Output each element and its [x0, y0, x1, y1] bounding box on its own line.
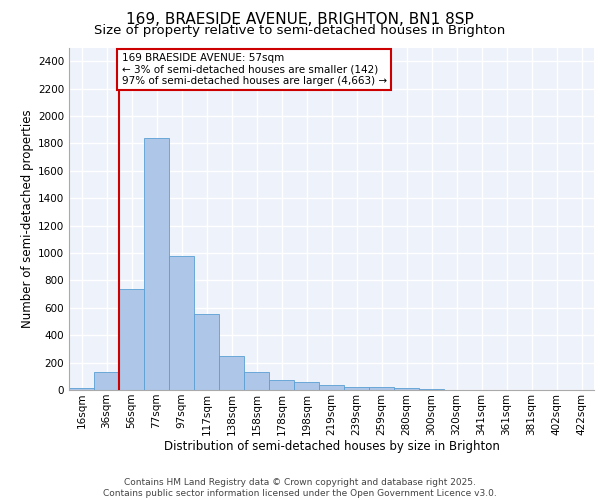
Y-axis label: Number of semi-detached properties: Number of semi-detached properties	[21, 110, 34, 328]
Text: Contains HM Land Registry data © Crown copyright and database right 2025.
Contai: Contains HM Land Registry data © Crown c…	[103, 478, 497, 498]
Bar	[69, 388, 94, 390]
Bar	[394, 388, 419, 390]
Text: 169 BRAESIDE AVENUE: 57sqm
← 3% of semi-detached houses are smaller (142)
97% of: 169 BRAESIDE AVENUE: 57sqm ← 3% of semi-…	[121, 53, 386, 86]
Text: 169, BRAESIDE AVENUE, BRIGHTON, BN1 8SP: 169, BRAESIDE AVENUE, BRIGHTON, BN1 8SP	[126, 12, 474, 28]
Bar	[369, 388, 394, 390]
Bar	[119, 290, 144, 390]
Bar	[319, 385, 344, 390]
Bar	[344, 386, 369, 390]
Bar	[169, 256, 194, 390]
Bar	[294, 382, 319, 390]
Bar	[144, 138, 169, 390]
Bar	[94, 372, 119, 390]
Bar	[269, 380, 294, 390]
Text: Size of property relative to semi-detached houses in Brighton: Size of property relative to semi-detach…	[94, 24, 506, 37]
X-axis label: Distribution of semi-detached houses by size in Brighton: Distribution of semi-detached houses by …	[164, 440, 499, 454]
Bar	[219, 356, 244, 390]
Bar	[244, 372, 269, 390]
Bar	[194, 314, 219, 390]
